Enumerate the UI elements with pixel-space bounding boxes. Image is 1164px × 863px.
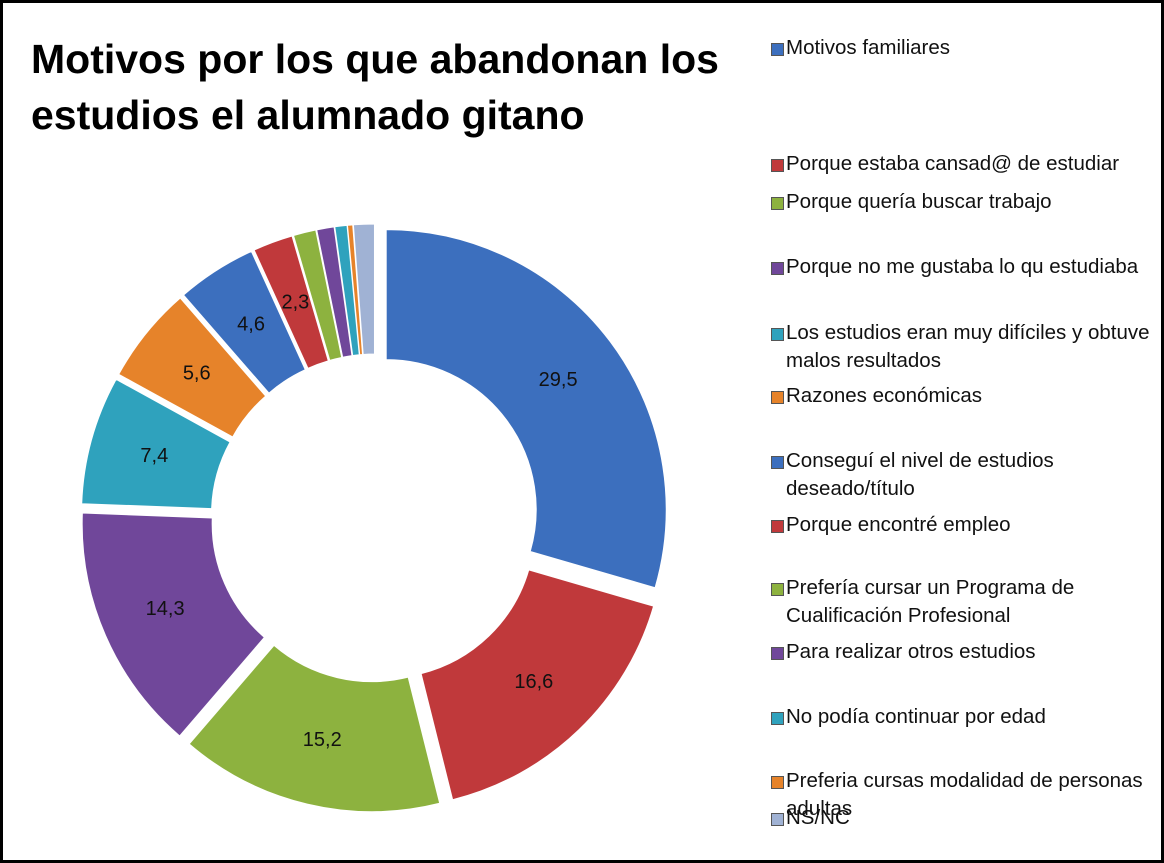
legend-swatch	[771, 159, 784, 172]
legend-swatch	[771, 391, 784, 404]
legend-swatch	[771, 520, 784, 533]
legend-swatch	[771, 583, 784, 596]
legend-swatch	[771, 712, 784, 725]
legend-label: Porque estaba cansad@ de estudiar	[786, 152, 1120, 175]
legend-label: Motivos familiares	[786, 36, 951, 59]
legend-label: Porque no me gustaba lo qu estudiaba	[786, 255, 1139, 278]
slice	[253, 235, 329, 370]
legend-swatch	[771, 262, 784, 275]
slice	[420, 569, 655, 801]
data-label: 29,5	[539, 369, 578, 391]
legend-label: Los estudios eran muy difíciles y obtuve…	[786, 321, 1150, 372]
legend-swatch	[771, 328, 784, 341]
data-label: 16,6	[514, 671, 553, 693]
legend-label: Porque quería buscar trabajo	[786, 190, 1052, 213]
slice	[118, 297, 267, 438]
slice	[352, 223, 375, 355]
legend-swatch	[771, 456, 784, 469]
slice	[188, 644, 441, 813]
data-label: 7,4	[140, 445, 168, 467]
legend-swatch	[771, 43, 784, 56]
slice	[316, 226, 353, 358]
data-label: 2,3	[281, 292, 309, 314]
plot: 29,5 16,6 15,2 14,3 7,4 5,6 4,6 2,3	[81, 223, 667, 813]
data-label: 14,3	[146, 598, 185, 620]
legend-label: NS/NC	[786, 806, 850, 829]
slice	[292, 229, 343, 361]
slice	[81, 378, 231, 510]
chart-title: Motivos por los que abandonan los estudi…	[31, 36, 719, 138]
legend-label: No podía continuar por edad	[786, 705, 1046, 728]
slice	[385, 229, 667, 589]
legend-label: Para realizar otros estudios	[786, 640, 1036, 663]
legend-swatch	[771, 647, 784, 660]
slice	[346, 224, 364, 356]
slice	[182, 250, 306, 394]
legend-label: Razones económicas	[786, 384, 982, 407]
legend-label: Porque encontré empleo	[786, 513, 1011, 536]
slice	[81, 512, 266, 737]
data-label: 15,2	[303, 729, 342, 751]
legend-swatch	[771, 813, 784, 826]
data-label: 5,6	[183, 363, 211, 385]
legend-label: Prefería cursar un Programa de Cualifica…	[786, 576, 1075, 627]
legend-label: Conseguí el nivel de estudios deseado/tí…	[786, 449, 1054, 500]
data-label: 4,6	[237, 314, 265, 336]
legend-swatch	[771, 776, 784, 789]
legend-label: Preferia cursas modalidad de personas ad…	[786, 769, 1143, 820]
legend-swatch	[771, 197, 784, 210]
